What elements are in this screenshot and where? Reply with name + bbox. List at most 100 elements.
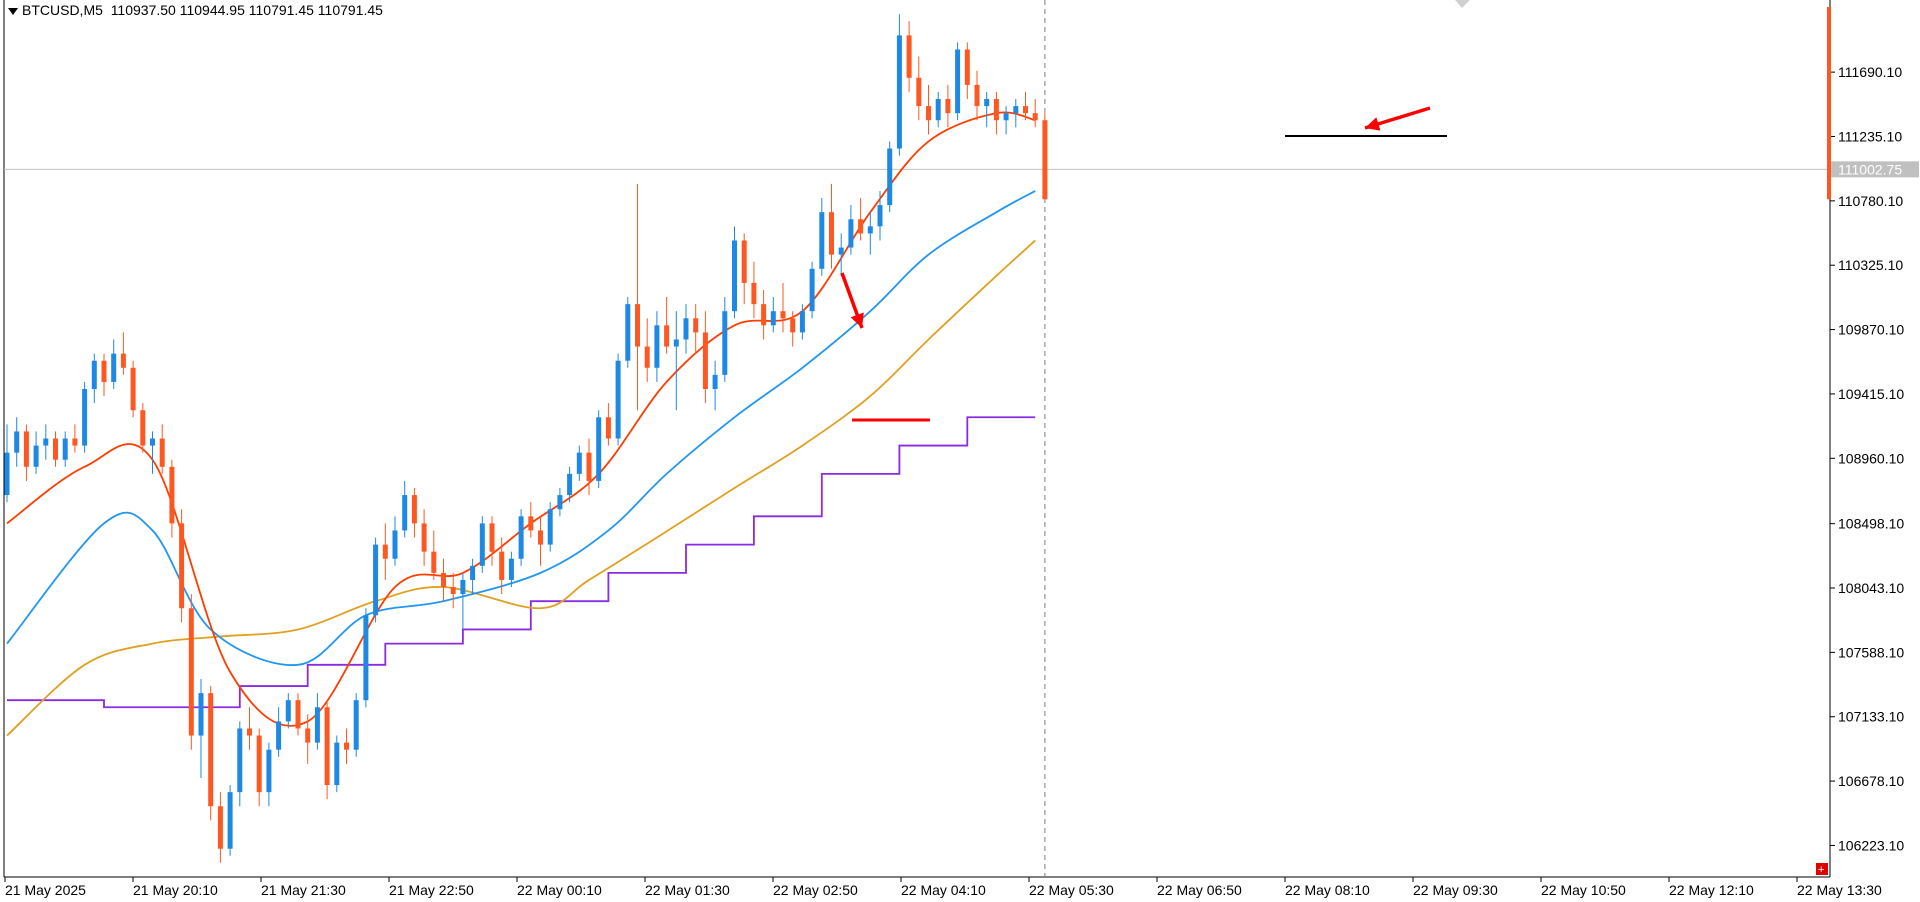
candle-body <box>683 318 689 340</box>
candle <box>353 693 359 757</box>
candle <box>1032 99 1038 128</box>
candle-body <box>120 353 126 368</box>
candle-body <box>790 318 796 333</box>
candle <box>1013 99 1019 128</box>
candle <box>518 509 524 566</box>
candle <box>489 516 495 566</box>
y-tick-label: 108498.10 <box>1838 516 1904 532</box>
candle-body <box>877 205 883 227</box>
candle-body <box>673 339 679 347</box>
candle <box>1023 91 1028 121</box>
candle <box>906 21 912 92</box>
candle-body <box>654 325 660 368</box>
candle <box>741 233 747 305</box>
candle-body <box>770 311 776 326</box>
candle-body <box>373 544 379 616</box>
candle-body <box>955 49 961 114</box>
ema-mid-series <box>6 190 1036 666</box>
close-value: 110791.45 <box>317 2 383 18</box>
candle-body <box>334 742 340 786</box>
candle-body <box>557 495 563 510</box>
candle <box>256 728 262 807</box>
shift-marker-icon[interactable] <box>1455 0 1470 8</box>
candle-body <box>499 551 505 580</box>
candle-body <box>353 700 359 750</box>
candle <box>479 516 485 573</box>
collapse-triangle-icon[interactable] <box>8 7 18 15</box>
candle-body <box>974 84 980 107</box>
x-axis: 21 May 2025 21 May 20:10 21 May 21:30 21 Ma… <box>4 877 1882 898</box>
x-tick-label: 21 May 20:10 <box>133 882 218 898</box>
candle <box>382 523 388 580</box>
candle <box>993 91 999 135</box>
candle-body <box>664 325 670 347</box>
candle <box>82 381 88 453</box>
candle-body <box>305 728 311 743</box>
candle <box>887 141 893 213</box>
step-line-layer <box>7 416 1036 709</box>
candle <box>431 530 437 580</box>
candle-body <box>247 728 252 736</box>
candle-body <box>761 304 767 326</box>
candle <box>838 233 844 276</box>
candle <box>557 488 563 517</box>
candle <box>266 742 272 807</box>
x-tick-label: 22 May 01:30 <box>645 882 730 898</box>
candle-body <box>993 99 999 121</box>
red-arrow-down-icon-head <box>850 312 864 328</box>
candle-body <box>1032 113 1038 121</box>
candle-body <box>838 247 844 255</box>
candle-body <box>984 99 990 107</box>
candle <box>1042 113 1048 200</box>
candle-body <box>237 728 243 793</box>
candle <box>217 792 223 863</box>
candle-body <box>702 332 708 389</box>
candle <box>198 678 204 778</box>
candle-body <box>295 700 301 729</box>
candle-body <box>518 516 524 559</box>
candle <box>877 190 883 241</box>
chart-header: BTCUSD,M5 110937.50 110944.95 110791.45 … <box>8 2 383 18</box>
candle-body <box>363 615 369 701</box>
candle-body <box>567 473 573 496</box>
candle-body <box>751 282 757 305</box>
scroll-end-button[interactable] <box>1816 863 1828 875</box>
candle-body <box>741 240 747 283</box>
candle <box>120 332 126 375</box>
candle-body <box>14 431 20 453</box>
candle <box>819 198 825 276</box>
candle-body <box>314 707 320 743</box>
candle <box>499 537 505 595</box>
candle <box>644 318 650 382</box>
candle-body <box>596 417 602 481</box>
candle <box>470 558 476 595</box>
candle-body <box>799 311 805 333</box>
candle <box>935 91 941 128</box>
candle <box>916 56 922 121</box>
candle-body <box>605 417 611 439</box>
candle <box>295 693 301 736</box>
candle-body <box>450 587 456 595</box>
candle <box>276 707 282 757</box>
candle <box>867 212 873 255</box>
x-tick-label: 21 May 2025 <box>5 882 86 898</box>
candle-body <box>227 792 233 849</box>
candle <box>159 424 165 474</box>
candle <box>770 297 776 333</box>
candle <box>33 431 39 474</box>
candle <box>790 311 796 347</box>
candle <box>188 594 194 750</box>
current-price-label: 111002.75 <box>1838 161 1902 177</box>
candle <box>945 84 951 128</box>
candle <box>683 304 689 354</box>
candle-body <box>528 516 534 531</box>
candle-body <box>402 495 408 531</box>
candle <box>596 410 602 489</box>
candle <box>450 572 456 609</box>
candle-body <box>150 438 155 446</box>
candle-body <box>91 360 97 389</box>
candle <box>576 445 582 481</box>
candle-body <box>780 311 786 319</box>
last-bar-marker <box>1827 7 1831 200</box>
